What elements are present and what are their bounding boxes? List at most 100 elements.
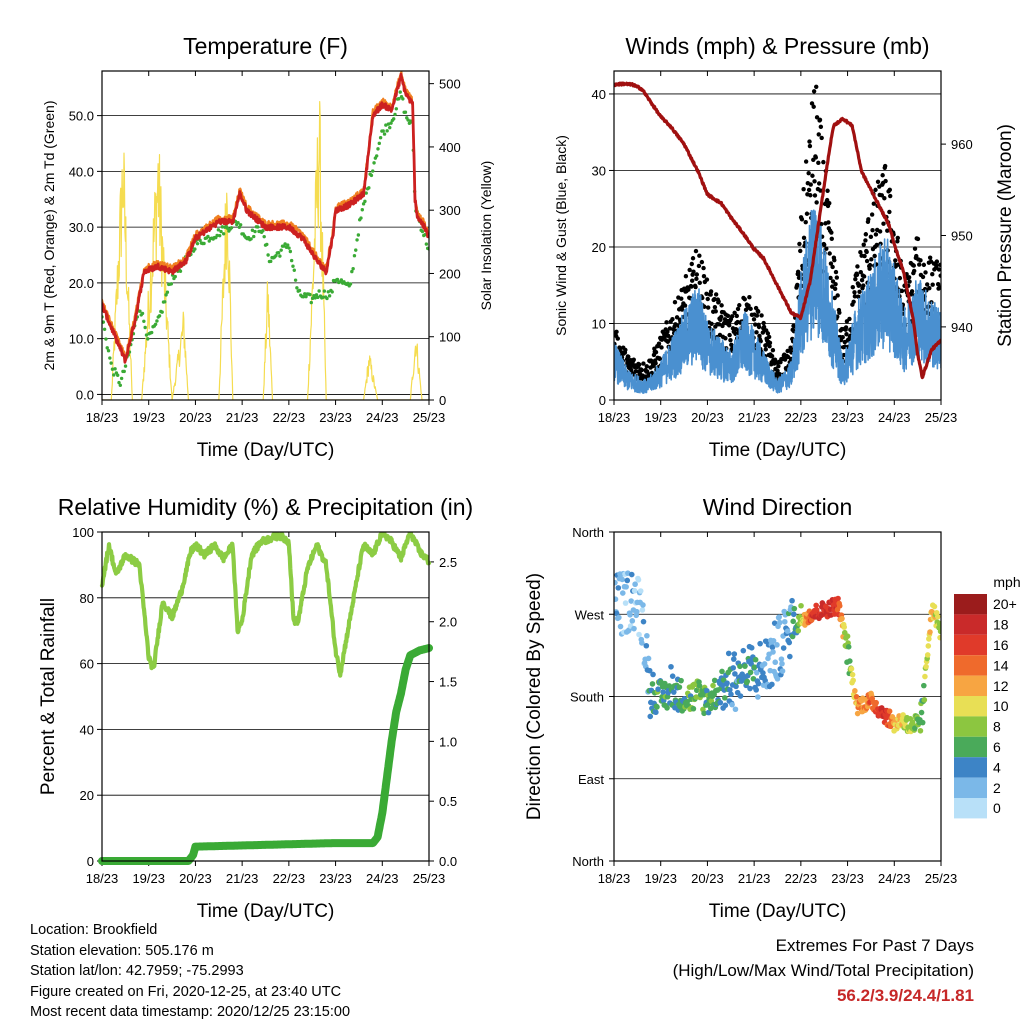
gust-point bbox=[806, 187, 812, 193]
x-tick-label: 19/23 bbox=[132, 871, 165, 886]
direction-point bbox=[631, 625, 637, 632]
direction-point bbox=[639, 640, 645, 646]
dewpoint-point bbox=[250, 228, 255, 232]
legend-label: 2 bbox=[993, 780, 1001, 796]
dewpoint-point bbox=[104, 337, 108, 341]
y-tick-label: 0 bbox=[87, 854, 94, 869]
gust-point bbox=[870, 228, 875, 233]
latlon-text: Station lat/lon: 42.7959; -75.2993 bbox=[30, 963, 244, 979]
direction-point bbox=[774, 642, 780, 648]
legend-label: 4 bbox=[993, 759, 1001, 775]
dewpoint-point bbox=[249, 237, 253, 241]
gust-point bbox=[705, 296, 710, 302]
dewpoint-point bbox=[253, 229, 257, 234]
gust-point bbox=[734, 313, 739, 319]
gust-point bbox=[812, 193, 818, 198]
gust-point bbox=[887, 187, 893, 192]
direction-point bbox=[918, 709, 925, 716]
gust-point bbox=[852, 294, 858, 299]
gust-point bbox=[859, 277, 865, 283]
x-tick-label: 21/23 bbox=[226, 410, 259, 425]
gust-point bbox=[808, 193, 813, 198]
gust-point bbox=[754, 330, 759, 335]
direction-point bbox=[660, 689, 666, 695]
gust-point bbox=[637, 362, 642, 367]
dewpoint-point bbox=[314, 293, 319, 297]
gust-point bbox=[907, 279, 912, 284]
gust-point bbox=[712, 304, 718, 310]
dewpoint-point bbox=[140, 311, 145, 316]
direction-point bbox=[813, 607, 820, 613]
dewpoint-point bbox=[397, 96, 401, 101]
chart-title: Winds (mph) & Pressure (mb) bbox=[625, 33, 929, 59]
gust-point bbox=[641, 361, 646, 366]
direction-point bbox=[755, 694, 761, 700]
direction-point bbox=[779, 668, 786, 674]
y2-tick-label: 400 bbox=[439, 140, 461, 155]
direction-point bbox=[616, 614, 622, 621]
gust-point bbox=[871, 201, 877, 206]
dewpoint-point bbox=[236, 221, 240, 225]
created-text: Figure created on Fri, 2020-12-25, at 23… bbox=[30, 983, 342, 1000]
gust-point bbox=[763, 347, 768, 352]
gust-point bbox=[756, 324, 762, 330]
extremes-values: 56.2/3.9/24.4/1.81 bbox=[836, 986, 974, 1005]
dewpoint-point bbox=[288, 249, 293, 254]
dewpoint-point bbox=[327, 294, 332, 298]
dewpoint-point bbox=[401, 97, 405, 101]
x-tick-label: 23/23 bbox=[831, 871, 864, 886]
direction-point bbox=[778, 656, 785, 662]
gust-point bbox=[693, 248, 699, 254]
direction-point bbox=[668, 663, 674, 670]
gust-point bbox=[867, 262, 873, 268]
dewpoint-point bbox=[376, 147, 380, 151]
dewpoint-point bbox=[274, 253, 278, 258]
gust-point bbox=[873, 187, 878, 193]
direction-point bbox=[848, 666, 855, 672]
direction-point bbox=[836, 603, 843, 609]
x-tick-label: 21/23 bbox=[738, 871, 771, 886]
gust-point bbox=[812, 179, 817, 184]
dewpoint-point bbox=[297, 288, 302, 293]
gust-point bbox=[716, 322, 722, 327]
direction-point bbox=[924, 652, 931, 658]
gust-point bbox=[875, 179, 881, 184]
direction-point bbox=[724, 680, 730, 686]
y2-tick-label: 0.5 bbox=[439, 794, 457, 809]
gust-point bbox=[863, 238, 868, 243]
y-tick-label: 0 bbox=[599, 393, 606, 408]
y-tick-label: 40 bbox=[592, 87, 606, 102]
direction-point bbox=[631, 587, 638, 594]
gust-point bbox=[615, 336, 620, 341]
direction-point bbox=[847, 658, 853, 664]
plot-area bbox=[98, 532, 433, 865]
y-axis-label: 2m & 9m T (Red, Orange) & 2m Td (Green) bbox=[41, 101, 57, 371]
dewpoint-point bbox=[143, 325, 147, 330]
y2-tick-label: 500 bbox=[439, 77, 461, 92]
dewpoint-point bbox=[276, 251, 281, 255]
direction-point bbox=[655, 686, 661, 692]
direction-point bbox=[753, 687, 759, 693]
legend-label: 14 bbox=[993, 657, 1009, 673]
gust-point bbox=[729, 314, 735, 319]
direction-point bbox=[922, 673, 928, 680]
legend-label: 18 bbox=[993, 617, 1009, 633]
direction-point bbox=[790, 618, 796, 625]
x-tick-label: 25/23 bbox=[413, 410, 446, 425]
dewpoint-point bbox=[354, 248, 358, 252]
direction-point bbox=[852, 688, 858, 694]
gust-point bbox=[816, 160, 821, 166]
gust-point bbox=[867, 266, 872, 271]
gust-point bbox=[911, 263, 916, 268]
dewpoint-point bbox=[420, 229, 425, 234]
gust-point bbox=[756, 309, 761, 314]
y-tick-label: 20.0 bbox=[69, 276, 94, 291]
dewpoint-point bbox=[279, 248, 283, 252]
direction-point bbox=[841, 624, 848, 630]
direction-point bbox=[722, 695, 728, 701]
direction-point bbox=[664, 705, 670, 711]
gust-point bbox=[918, 258, 923, 263]
direction-point bbox=[722, 702, 729, 709]
y2-tick-label: 0 bbox=[439, 393, 446, 408]
legend-swatch bbox=[954, 798, 987, 819]
